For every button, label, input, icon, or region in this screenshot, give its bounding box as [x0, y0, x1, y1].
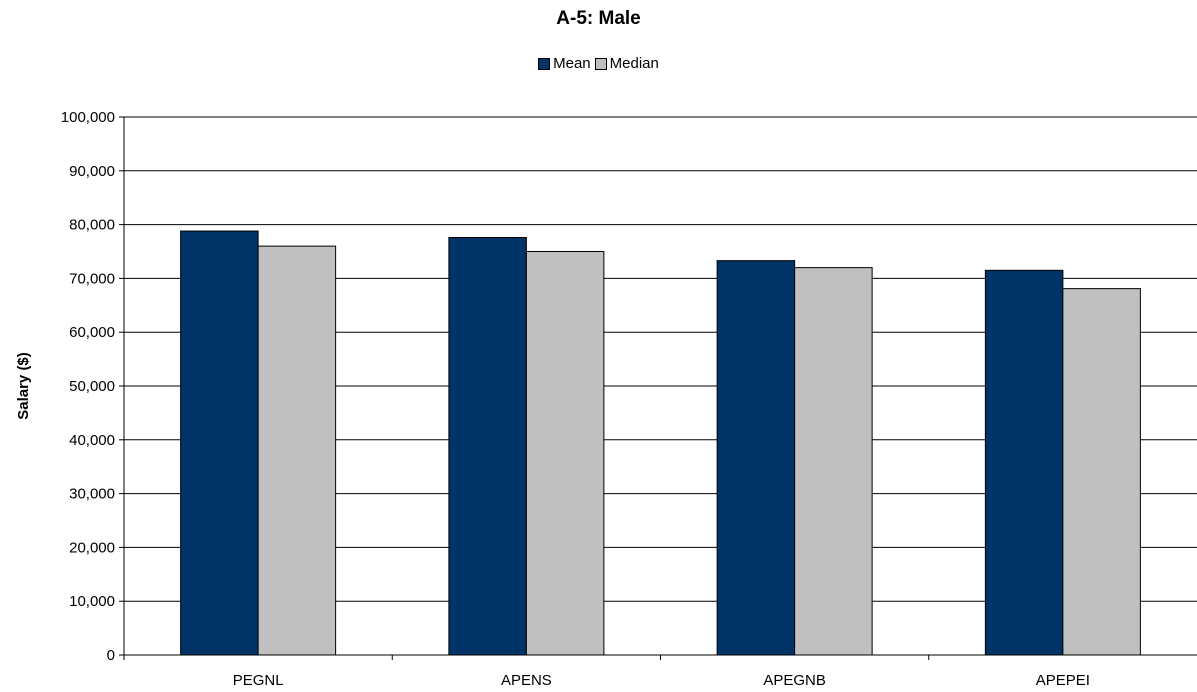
chart-title: A-5: Male	[556, 8, 641, 29]
x-tick-label: APENS	[501, 672, 552, 689]
y-tick-label: 30,000	[69, 486, 115, 503]
y-tick-label: 90,000	[69, 163, 115, 180]
y-tick-label: 80,000	[69, 217, 115, 234]
y-tick-label: 100,000	[61, 109, 115, 126]
legend: Mean Median	[0, 55, 1197, 72]
legend-item-median: Median	[594, 55, 659, 72]
bar-mean-apens	[448, 237, 527, 656]
x-tick-label: APEGNB	[763, 672, 826, 689]
bar-mean-apepei	[984, 269, 1064, 656]
y-axis-label: Salary ($)	[15, 352, 32, 420]
y-tick-label: 20,000	[69, 539, 115, 556]
bar-median-apegnb	[794, 267, 873, 656]
bar-median-apens	[525, 251, 605, 656]
x-tick-label: APEPEI	[1036, 672, 1090, 689]
legend-swatch-median	[594, 57, 607, 70]
y-tick-label: 40,000	[69, 432, 115, 449]
bar-mean-pegnl	[180, 230, 259, 656]
y-tick-label: 60,000	[69, 324, 115, 341]
y-tick-label: 10,000	[69, 593, 115, 610]
y-tick-label: 0	[107, 647, 115, 664]
legend-swatch-mean	[538, 57, 551, 70]
y-tick-label: 50,000	[69, 378, 115, 395]
legend-label-mean: Mean	[553, 55, 591, 72]
legend-label-median: Median	[609, 55, 659, 72]
bar-mean-apegnb	[716, 260, 796, 656]
legend-item-mean: Mean	[538, 55, 591, 72]
y-tick-label: 70,000	[69, 270, 115, 287]
bar-median-pegnl	[257, 245, 337, 656]
x-tick-label: PEGNL	[233, 672, 284, 689]
bar-median-apepei	[1062, 288, 1141, 656]
